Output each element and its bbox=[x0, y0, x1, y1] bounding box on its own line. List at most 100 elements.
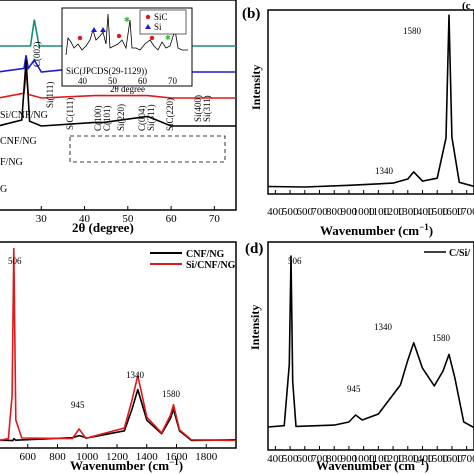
x-tick-label: 30 bbox=[36, 213, 48, 225]
panel-a-xlabel: 2θ (degree) bbox=[72, 220, 134, 235]
x-tick-label: 1100 bbox=[368, 206, 390, 218]
x-tick-label: 700 bbox=[311, 453, 328, 465]
inset-pattern-line bbox=[65, 13, 188, 56]
x-tick-label: 900 bbox=[341, 206, 358, 218]
si-marker bbox=[100, 27, 106, 32]
legend-cnf-ng-label: CNF/NG bbox=[186, 249, 225, 260]
panel-b-series bbox=[267, 14, 474, 188]
series-label-g: G bbox=[0, 184, 7, 195]
series-line-si-cnf-ng bbox=[0, 247, 237, 442]
x-tick-label: 50 bbox=[122, 213, 134, 225]
peak-506-d: 506 bbox=[288, 256, 302, 266]
peak-506-c: 506 bbox=[8, 256, 22, 266]
annot-c004: C(004) bbox=[137, 106, 147, 132]
legend-sic-marker bbox=[145, 14, 151, 20]
legend-si-marker bbox=[145, 24, 151, 29]
x-tick-label: 1000 bbox=[353, 206, 376, 218]
annot-si400: Si(400) bbox=[193, 95, 203, 122]
x-tick-label: 1000 bbox=[353, 453, 376, 465]
x-tick-label: 1300 bbox=[397, 206, 420, 218]
panel-b-label: (b) bbox=[242, 6, 260, 22]
panel-d-ylabel: Intensity bbox=[248, 305, 262, 350]
annot-c100: C(100) bbox=[93, 106, 103, 132]
panel-d-ticks: 4005006007008009001000110012001300140015… bbox=[267, 446, 474, 465]
x-tick-label: 600 bbox=[297, 453, 314, 465]
annot-si111: Si(111) bbox=[45, 82, 55, 108]
x-tick-label: 1000 bbox=[76, 451, 99, 463]
panel-c-ticks: 600 800 1000 1200 1400 1600 1800 bbox=[20, 444, 218, 463]
sic-marker bbox=[116, 33, 122, 39]
x-tick-label: 1500 bbox=[426, 206, 449, 218]
panel-b-ylabel: Intensity bbox=[249, 65, 263, 110]
panel-b-frame bbox=[267, 9, 474, 195]
x-tick-label: 400 bbox=[267, 206, 284, 218]
series-line-cnf-ng bbox=[267, 14, 474, 188]
peak-945-d: 945 bbox=[347, 384, 361, 394]
x-tick-label: 1600 bbox=[166, 451, 189, 463]
panel-b-legend-fragment: (c bbox=[462, 0, 471, 12]
annot-c002: C(002) bbox=[32, 42, 42, 68]
x-tick-label: 1100 bbox=[368, 453, 390, 465]
x-tick-label: 1200 bbox=[382, 453, 405, 465]
annot-c101: C(101) bbox=[102, 106, 112, 132]
panel-b: (b) (c Intensity 40050060070080090010001… bbox=[242, 0, 474, 238]
legend-c-si-label: C/Si/ bbox=[449, 248, 470, 259]
x-tick-label: 1700 bbox=[456, 453, 474, 465]
si-marker bbox=[91, 27, 97, 32]
inset: SiC(JPCDS(29-1129)) 2θ degree 40 50 60 7… bbox=[61, 7, 193, 94]
x-tick-label: 800 bbox=[49, 451, 66, 463]
inset-note: SiC(JPCDS(29-1129)) bbox=[66, 66, 147, 76]
x-tick-label: 1600 bbox=[441, 206, 464, 218]
panel-a-ticks: 30 40 50 60 70 bbox=[36, 206, 220, 225]
annot-si220: Si(220) bbox=[116, 104, 126, 131]
inset-xlabel: 2θ degree bbox=[110, 84, 145, 94]
x-tick-label: 1800 bbox=[195, 451, 218, 463]
panel-c-frame bbox=[0, 241, 237, 449]
peak-1580-d: 1580 bbox=[432, 333, 451, 343]
legend-sic-label: SiC bbox=[154, 12, 168, 22]
xrd-series-line bbox=[0, 59, 236, 127]
x-tick-label: 500 bbox=[282, 206, 299, 218]
panel-d-label: (d) bbox=[245, 241, 263, 257]
x-tick-label: 700 bbox=[311, 206, 328, 218]
legend-si-label: Si bbox=[154, 22, 162, 32]
x-tick-label: 60 bbox=[166, 213, 178, 225]
x-tick-label: 1500 bbox=[426, 453, 449, 465]
panel-c-xlabel: Wavenumber (cm−1) bbox=[70, 457, 183, 473]
x-tick-label: 40 bbox=[79, 213, 91, 225]
sic-marker bbox=[149, 35, 155, 41]
sic-marker bbox=[77, 35, 83, 41]
zoom-selection-box bbox=[69, 135, 226, 163]
peak-1340-c: 1340 bbox=[126, 370, 145, 380]
inset-legend bbox=[139, 9, 187, 35]
annot-si311: Si(311) bbox=[146, 104, 156, 131]
peak-1580-c: 1580 bbox=[162, 389, 181, 399]
x-tick-label: 600 bbox=[297, 206, 314, 218]
x-tick-label: 1700 bbox=[456, 206, 474, 218]
inset-xtick-50: 50 bbox=[108, 76, 118, 86]
annot-si311b: Si(311) bbox=[202, 95, 212, 122]
x-tick-label: 900 bbox=[341, 453, 358, 465]
annot-sic220: SiC(220) bbox=[165, 98, 175, 131]
panel-c: 600 800 1000 1200 1400 1600 1800 CNF/NG Si/CNF… bbox=[0, 241, 237, 473]
panel-a-frame bbox=[0, 0, 237, 211]
series-line-cnf-ng bbox=[0, 388, 237, 442]
si-star: ✱ bbox=[165, 34, 171, 42]
x-tick-label: 1400 bbox=[412, 453, 435, 465]
x-tick-label: 500 bbox=[282, 453, 299, 465]
peak-1580-b: 1580 bbox=[403, 26, 422, 36]
series-label-cnf-ng: CNF/NG bbox=[0, 136, 37, 147]
series-label-fng: F/NG bbox=[0, 157, 23, 168]
panel-d-series bbox=[267, 255, 474, 429]
panel-b-xlabel: Wavenumber (cm−1) bbox=[320, 222, 433, 238]
legend-si-cnf-ng-label: Si/CNF/NG bbox=[186, 260, 236, 271]
peak-945-c: 945 bbox=[71, 400, 85, 410]
inset-xtick-40: 40 bbox=[78, 76, 88, 86]
x-tick-label: 1400 bbox=[412, 206, 435, 218]
x-tick-label: 600 bbox=[20, 451, 37, 463]
x-tick-label: 800 bbox=[326, 206, 343, 218]
panel-a: 30 40 50 60 70 2θ (degree) C(002) Si(111) Si… bbox=[0, 0, 237, 235]
x-tick-label: 1600 bbox=[441, 453, 464, 465]
x-tick-label: 1200 bbox=[382, 206, 405, 218]
